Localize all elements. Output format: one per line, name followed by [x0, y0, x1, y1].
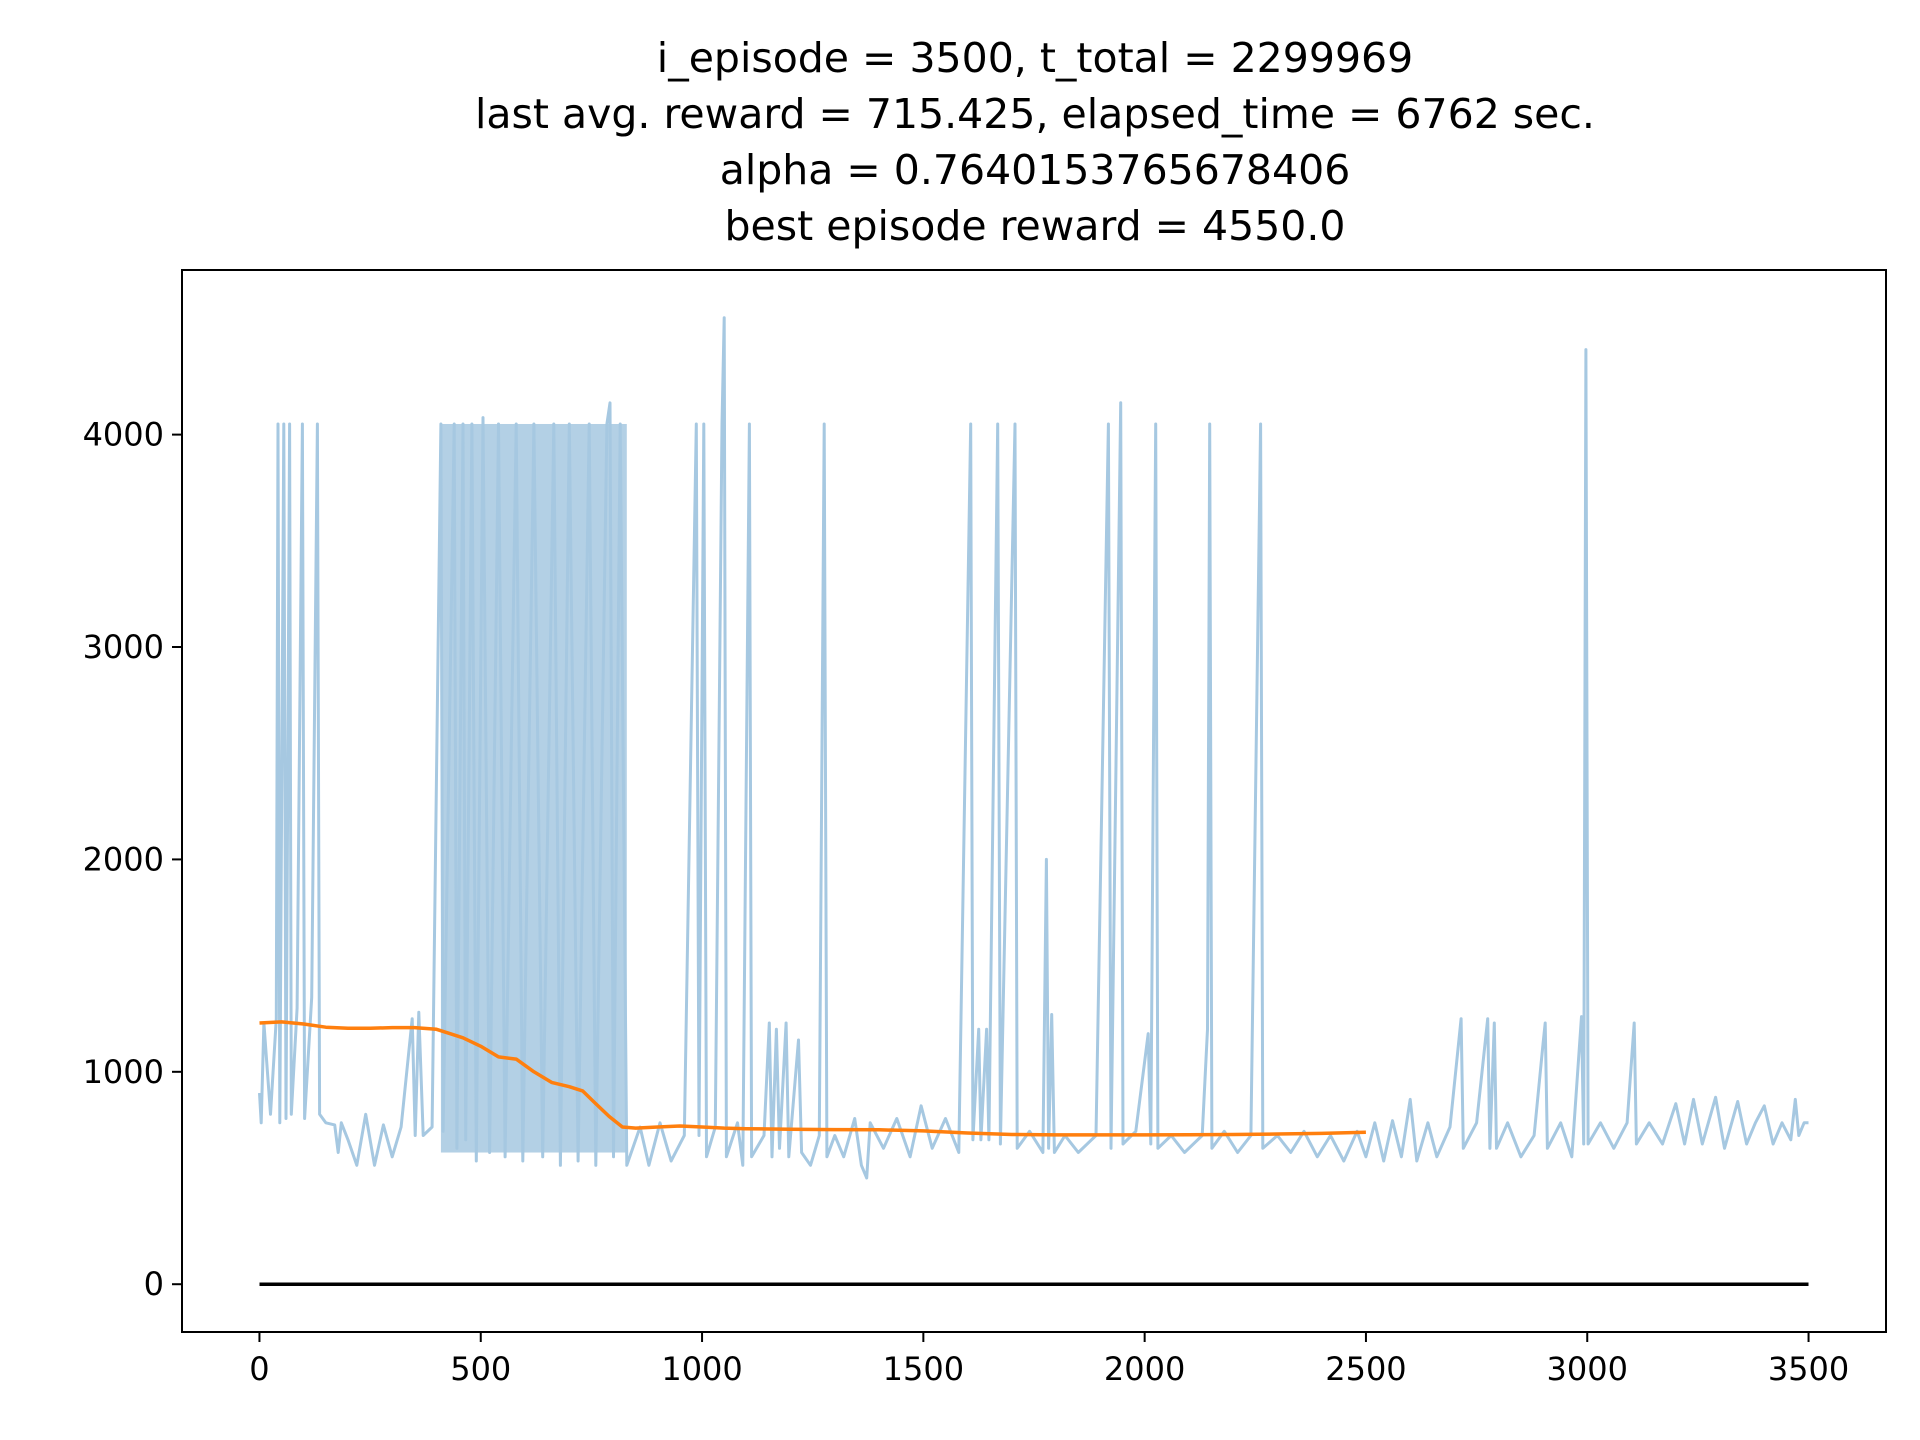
x-tick-label: 2500: [1325, 1350, 1406, 1388]
title-line-4: best episode reward = 4550.0: [725, 202, 1346, 250]
title-line-2: last avg. reward = 715.425, elapsed_time…: [475, 90, 1595, 138]
plot-area: [258, 316, 1809, 1286]
y-tick-label: 0: [144, 1265, 164, 1303]
series-0-line: [258, 316, 1809, 1180]
y-tick-label: 3000: [83, 628, 164, 666]
x-tick-label: 1500: [883, 1350, 964, 1388]
y-tick-label: 1000: [83, 1053, 164, 1091]
x-tick-label: 3000: [1547, 1350, 1628, 1388]
x-tick-label: 500: [450, 1350, 511, 1388]
x-tick-label: 1000: [661, 1350, 742, 1388]
x-tick-label: 3500: [1768, 1350, 1849, 1388]
title-line-3: alpha = 0.7640153765678406: [720, 146, 1351, 194]
x-tick-label: 2000: [1104, 1350, 1185, 1388]
chart-title: i_episode = 3500, t_total = 2299969 last…: [475, 34, 1595, 250]
axes-frame: [181, 269, 1887, 1333]
y-tick-label: 2000: [83, 840, 164, 878]
x-tick-label: 0: [249, 1350, 269, 1388]
axis-ticks: 0 500 1000 1500 2000 2500 3000 3500 0 1000 2000 300…: [83, 416, 1850, 1388]
title-line-1: i_episode = 3500, t_total = 2299969: [657, 34, 1413, 82]
y-tick-label: 4000: [83, 416, 164, 454]
series-1-line: [259, 1020, 1366, 1137]
